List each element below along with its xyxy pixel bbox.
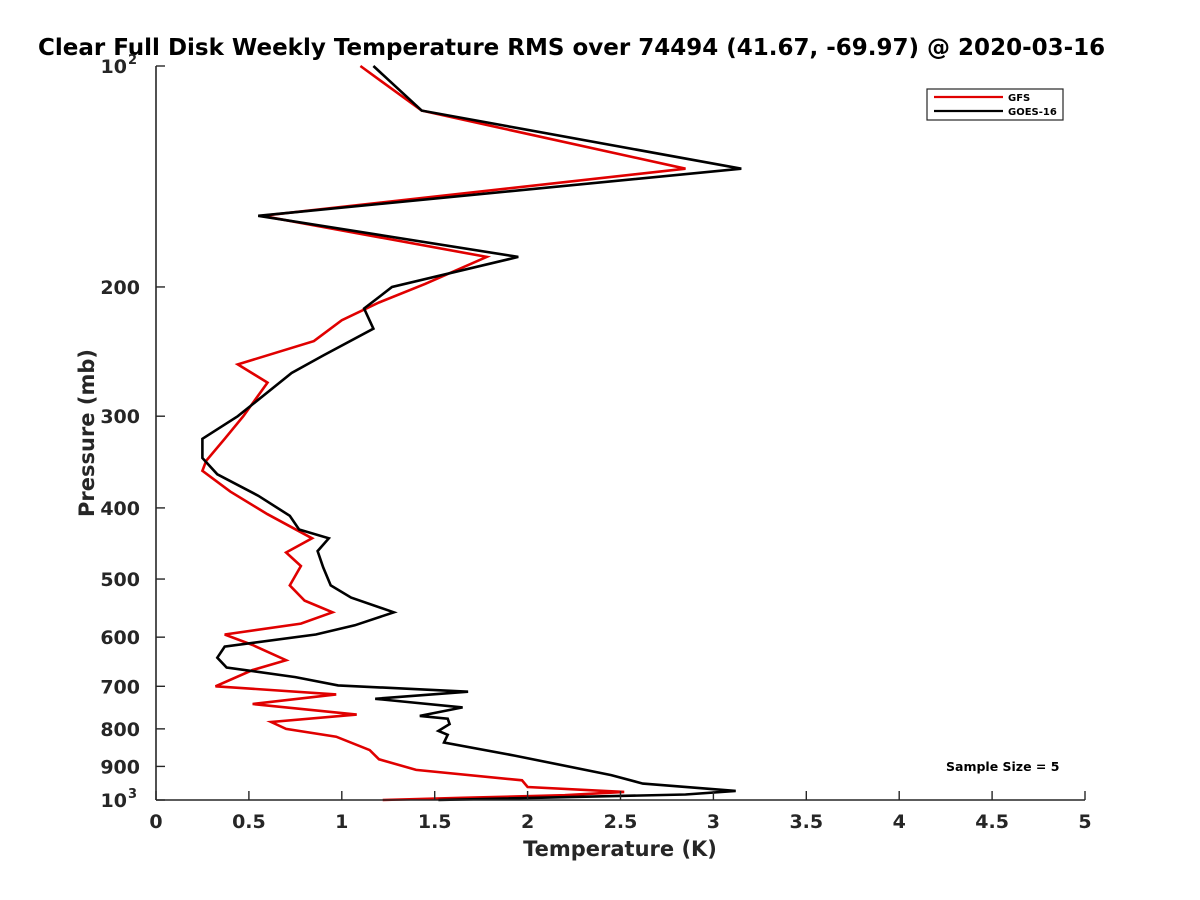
- x-axis-label: Temperature (K): [523, 837, 717, 861]
- y-tick-exponent: 3: [128, 787, 137, 802]
- y-tick-label: 900: [100, 756, 140, 778]
- x-axis-ticks: 0 0.5 1 1.5 2 2.5 3 3.5 4 4.5 5: [149, 791, 1092, 833]
- x-tick-label: 4.5: [975, 811, 1009, 833]
- y-tick-label: 10: [101, 790, 127, 812]
- y-tick-label: 500: [100, 569, 140, 591]
- y-axis-label: Pressure (mb): [75, 349, 99, 517]
- series-line-goes16: [201, 65, 742, 802]
- sample-size-annotation: Sample Size = 5: [946, 759, 1059, 774]
- y-tick-label: 400: [100, 498, 140, 520]
- x-tick-label: 3.5: [789, 811, 823, 833]
- series-layer: [200, 64, 742, 802]
- y-tick-label: 700: [100, 676, 140, 698]
- y-tick-exponent: 2: [128, 53, 137, 68]
- x-tick-label: 1.5: [418, 811, 452, 833]
- x-tick-label: 1: [335, 811, 348, 833]
- x-tick-label: 2.5: [604, 811, 638, 833]
- legend-label-goes16: GOES-16: [1008, 107, 1057, 118]
- x-tick-label: 0: [149, 811, 162, 833]
- x-tick-label: 5: [1078, 811, 1091, 833]
- legend-box: [926, 88, 1064, 121]
- chart-title: Clear Full Disk Weekly Temperature RMS o…: [38, 35, 1105, 61]
- legend: GFS GOES-16: [926, 88, 1064, 121]
- y-tick-label: 300: [100, 406, 140, 428]
- series-line-gfs: [200, 64, 686, 802]
- y-tick-label: 800: [100, 719, 140, 741]
- y-tick-label: 10: [101, 56, 127, 78]
- x-tick-label: 4: [893, 811, 906, 833]
- y-tick-label: 200: [100, 277, 140, 299]
- x-tick-label: 2: [521, 811, 534, 833]
- y-tick-label: 600: [100, 627, 140, 649]
- legend-label-gfs: GFS: [1008, 93, 1030, 104]
- x-tick-label: 0.5: [232, 811, 266, 833]
- x-tick-label: 3: [707, 811, 720, 833]
